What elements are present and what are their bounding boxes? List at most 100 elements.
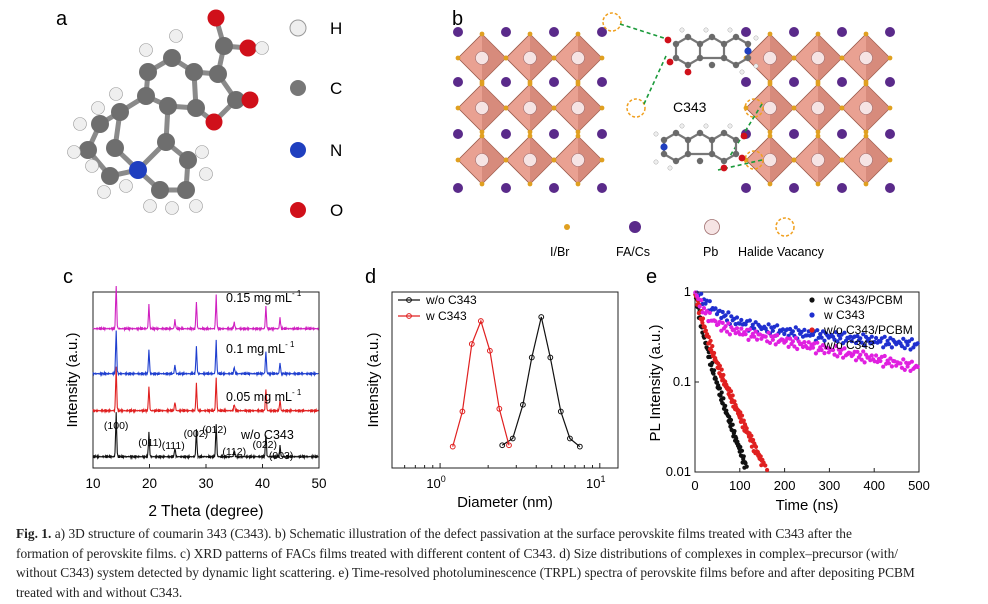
- peak-label-6: (022): [253, 439, 278, 451]
- panel-c-letter: c: [63, 266, 73, 288]
- trpl-point-s3: [753, 329, 758, 334]
- pb-atom: [571, 153, 585, 167]
- trpl-x-tick-label: 500: [908, 478, 930, 493]
- mol-hydrogen: [679, 27, 685, 33]
- trpl-point-s1: [799, 329, 804, 335]
- halide-atom: [455, 157, 461, 163]
- trpl-point-s2: [728, 389, 734, 394]
- trpl-point-s0: [739, 448, 745, 453]
- atom-h-37: [109, 87, 123, 101]
- mol-hydrogen: [653, 159, 659, 165]
- trpl-point-s3: [763, 334, 768, 339]
- legend-halide-vacancy-icon: [775, 217, 795, 237]
- trpl-point-s0: [712, 368, 717, 373]
- pb-atom: [475, 101, 489, 115]
- trpl-point-s3: [747, 327, 753, 332]
- mol-hydrogen: [753, 35, 759, 41]
- octahedron-shade: [866, 136, 890, 184]
- trpl-point-s3: [853, 358, 859, 363]
- trpl-point-s1: [908, 347, 913, 352]
- dls-point: [557, 408, 564, 415]
- c343-molecule-top: [664, 27, 759, 76]
- halide-atom: [815, 81, 821, 87]
- mol-carbon: [744, 54, 752, 62]
- legend-i-br-label: I/Br: [550, 245, 569, 259]
- xrd-label-superscript: - 1: [292, 388, 302, 397]
- trpl-point-s0: [732, 429, 737, 434]
- octahedron-shade: [578, 136, 602, 184]
- dls-point: [499, 442, 506, 449]
- trpl-point-s3: [889, 364, 895, 369]
- trpl-point-s1: [882, 334, 887, 339]
- trpl-point-s3: [878, 358, 883, 364]
- legend-h-label: H: [330, 19, 342, 38]
- xrd-x-ticks: 10 20 30 40 50: [85, 464, 327, 491]
- xrd-tick-label: 10: [85, 476, 100, 491]
- dls-point: [519, 401, 526, 408]
- dls-tick-label: 100: [426, 474, 445, 491]
- fa-cs-cation: [885, 77, 895, 87]
- mol-carbon: [660, 150, 668, 158]
- trpl-point-s2: [717, 363, 723, 368]
- trpl-point-s3: [858, 352, 863, 357]
- xrd-y-axis-label: Intensity (a.u.): [64, 332, 81, 427]
- trpl-legend-label-2: w/o C343/PCBM: [823, 323, 913, 337]
- halide-atom: [839, 157, 845, 163]
- peak-label-7: (003): [269, 450, 294, 462]
- trpl-point-s1: [838, 336, 843, 341]
- atom-c-12: [91, 115, 109, 133]
- trpl-point-s3: [822, 351, 827, 356]
- halide-atom: [815, 129, 821, 135]
- trpl-point-s2: [744, 426, 749, 431]
- atom-h-34: [189, 199, 203, 213]
- xrd-trace-2: [92, 330, 319, 378]
- atom-h-26: [91, 101, 105, 115]
- legend-h-atom-icon: [289, 19, 307, 37]
- dls-point: [528, 354, 535, 361]
- fa-cs-cation: [597, 129, 607, 139]
- trpl-point-s1: [874, 335, 879, 341]
- mol-oxygen: [740, 132, 748, 140]
- trpl-point-s3: [882, 353, 887, 359]
- fa-cs-cation: [837, 77, 847, 87]
- trpl-point-s2: [738, 410, 743, 415]
- panel-b: b C343 I/Br FA/Cs Pb Halide Vacancy: [452, 8, 895, 259]
- caption-label: Fig. 1.: [16, 526, 52, 541]
- atom-c-2: [185, 63, 203, 81]
- trpl-point-s1: [901, 336, 906, 341]
- mol-hydrogen: [753, 63, 759, 69]
- trpl-point-s3: [788, 336, 793, 341]
- atom-c-14: [101, 167, 119, 185]
- trpl-point-s0: [719, 390, 724, 395]
- octahedron-shade: [818, 34, 842, 82]
- legend-pb-label: Pb: [703, 245, 718, 259]
- trpl-point-s3: [909, 359, 915, 364]
- atom-h-30: [97, 185, 111, 199]
- trpl-decays: [693, 290, 920, 473]
- atom-h-28: [67, 145, 81, 159]
- atom-h-29: [85, 159, 99, 173]
- halide-atom: [767, 129, 773, 135]
- trpl-point-s1: [853, 340, 859, 346]
- passivation-bond: [643, 55, 667, 105]
- trpl-point-s3: [826, 350, 831, 355]
- trpl-point-s3: [838, 351, 843, 356]
- halide-atom: [839, 105, 845, 111]
- trpl-point-s3: [724, 329, 730, 334]
- pb-atom: [763, 153, 777, 167]
- trpl-point-s1: [869, 334, 874, 339]
- mol-carbon: [708, 136, 716, 144]
- mol-hydrogen: [727, 27, 733, 33]
- fa-cs-cation: [549, 129, 559, 139]
- trpl-x-tick-label: 0: [691, 478, 698, 493]
- trpl-point-s3: [723, 324, 728, 329]
- xrd-trace-0: [92, 412, 319, 461]
- atom-c-11: [157, 133, 175, 151]
- atom-h-32: [195, 145, 209, 159]
- mol-carbon: [684, 150, 692, 158]
- halide-atom: [767, 181, 773, 187]
- mol-carbon: [696, 54, 704, 62]
- octahedron-shade: [530, 34, 554, 82]
- trpl-point-s3: [755, 337, 760, 342]
- legend-o-atom-icon: [290, 202, 306, 218]
